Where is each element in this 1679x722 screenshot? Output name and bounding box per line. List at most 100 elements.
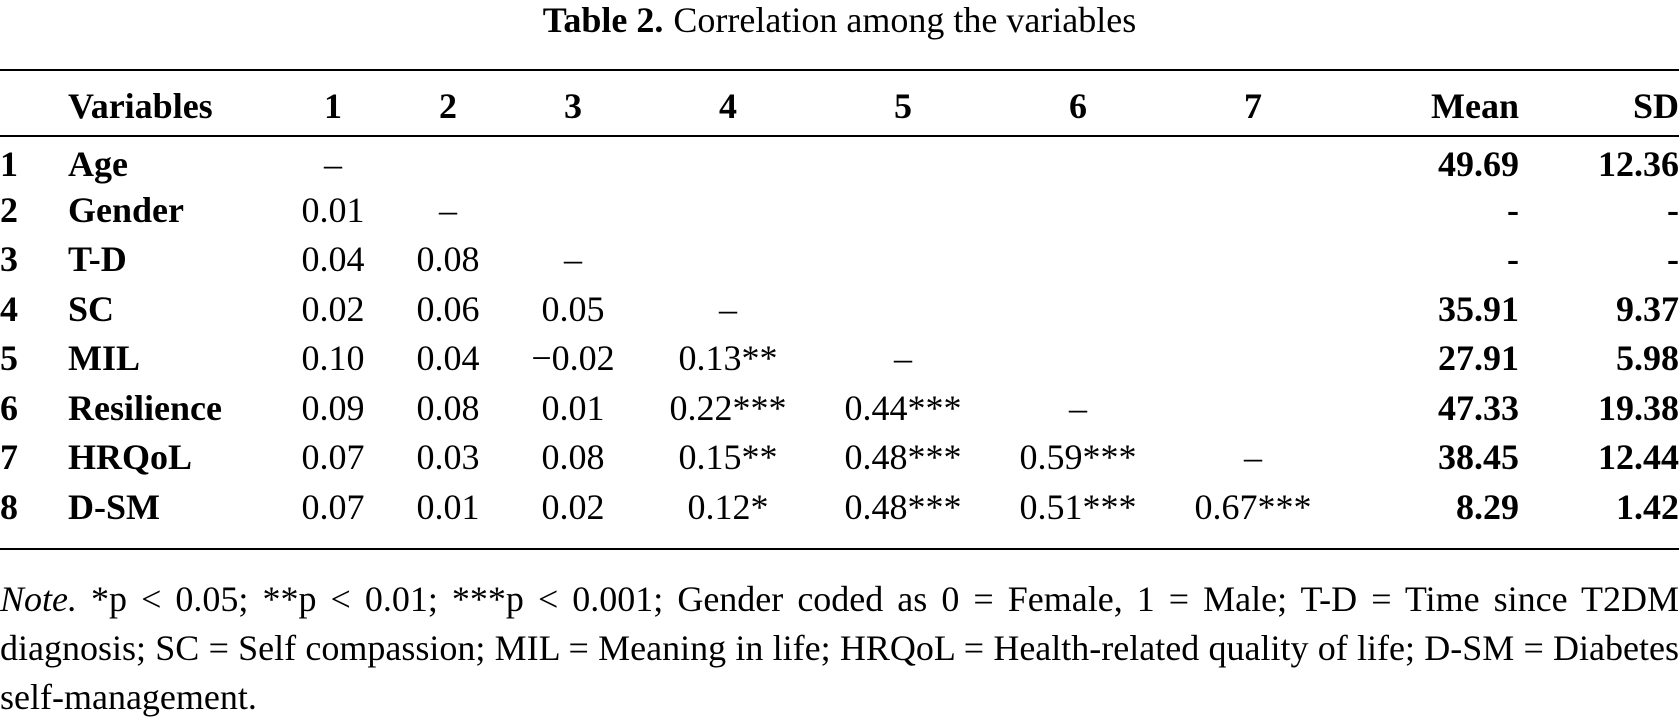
correlation-cell: 0.01	[416, 486, 480, 527]
correlation-cell: −0.02	[531, 338, 615, 379]
row-number: 5	[0, 338, 18, 379]
sd-cell: 9.37	[1616, 288, 1679, 329]
row-number: 3	[0, 239, 18, 280]
correlation-cell: 0.04	[301, 239, 365, 280]
correlation-cell: 0.08	[416, 387, 480, 428]
correlation-cell: 0.10	[301, 338, 365, 379]
table-row: 1 Age – 49.69 12.36	[0, 135, 1679, 185]
correlation-cell	[513, 135, 633, 185]
correlation-cell	[983, 235, 1173, 285]
sd-cell: -	[1667, 189, 1679, 230]
mean-cell: 47.33	[1438, 387, 1519, 428]
correlation-cell: –	[894, 338, 912, 379]
header-cell: 5	[894, 86, 912, 126]
correlation-cell	[983, 284, 1173, 334]
correlation-cell: 0.13**	[678, 338, 778, 379]
correlation-cell	[1173, 135, 1333, 185]
table-note: Note. *p < 0.05; **p < 0.01; ***p < 0.00…	[0, 575, 1679, 722]
correlation-cell: 0.07	[301, 486, 365, 527]
table-row: 2 Gender 0.01 – - -	[0, 185, 1679, 235]
table-row: 4 SC 0.02 0.06 0.05 – 35.91 9.37	[0, 284, 1679, 334]
correlation-cell	[983, 135, 1173, 185]
table-header-row: Variables 1 2 3 4 5 6 7 Mean SD	[0, 77, 1679, 135]
correlation-cell: 0.05	[541, 288, 605, 329]
correlation-cell: 0.03	[416, 437, 480, 478]
correlation-cell	[1173, 235, 1333, 285]
table-title-label: Table 2.	[542, 0, 664, 40]
correlation-cell	[983, 185, 1173, 235]
correlation-cell: 0.12*	[687, 486, 769, 527]
table-bottom-rule	[0, 548, 1679, 550]
variable-name: D-SM	[68, 486, 160, 527]
variable-name: Age	[68, 144, 128, 184]
variable-name: SC	[68, 288, 115, 329]
row-number: 2	[0, 189, 18, 230]
correlation-cell: 0.01	[301, 189, 365, 230]
correlation-cell: –	[719, 288, 737, 329]
table-row: 8 D-SM 0.07 0.01 0.02 0.12* 0.48*** 0.51*** 0.67…	[0, 482, 1679, 532]
correlation-cell: 0.48***	[844, 486, 962, 527]
correlation-cell	[823, 235, 983, 285]
correlation-cell: 0.59***	[1019, 437, 1137, 478]
mean-cell: -	[1507, 189, 1519, 230]
mean-cell: -	[1507, 239, 1519, 280]
table-row: 7 HRQoL 0.07 0.03 0.08 0.15** 0.48*** 0.59*** – 3…	[0, 433, 1679, 483]
header-cell: Mean	[1431, 86, 1519, 126]
correlation-cell	[633, 185, 823, 235]
header-cell: Variables	[68, 86, 213, 126]
correlation-cell: 0.08	[416, 239, 480, 280]
correlation-cell	[1173, 383, 1333, 433]
correlation-cell: –	[324, 144, 342, 184]
variable-name: HRQoL	[68, 437, 193, 478]
header-cell: 4	[719, 86, 737, 126]
correlation-cell: 0.44***	[844, 387, 962, 428]
sd-cell: 5.98	[1616, 338, 1679, 379]
header-cell	[0, 77, 68, 135]
table-header-rule	[0, 135, 1679, 137]
sd-cell: -	[1667, 239, 1679, 280]
correlation-cell: –	[1244, 437, 1262, 478]
correlation-cell: –	[564, 239, 582, 280]
sd-cell: 12.36	[1598, 144, 1679, 184]
correlation-cell: –	[1069, 387, 1087, 428]
correlation-table: Variables 1 2 3 4 5 6 7 Mean SD 1 Age –49.…	[0, 77, 1679, 532]
correlation-cell	[823, 284, 983, 334]
correlation-cell	[823, 185, 983, 235]
row-number: 4	[0, 288, 18, 329]
variable-name: Resilience	[68, 387, 222, 428]
correlation-cell: 0.51***	[1019, 486, 1137, 527]
header-cell: 3	[564, 86, 582, 126]
row-number: 1	[0, 144, 18, 184]
header-cell: 2	[439, 86, 457, 126]
sd-cell: 19.38	[1598, 387, 1679, 428]
correlation-cell: 0.22***	[669, 387, 787, 428]
table-title: Table 2. Correlation among the variables	[0, 0, 1679, 40]
variable-name: T-D	[68, 239, 127, 280]
correlation-cell	[1173, 185, 1333, 235]
header-cell: 6	[1069, 86, 1087, 126]
correlation-cell	[1173, 284, 1333, 334]
header-cell: 7	[1244, 86, 1262, 126]
correlation-cell	[633, 135, 823, 185]
correlation-cell: 0.07	[301, 437, 365, 478]
correlation-cell: 0.08	[541, 437, 605, 478]
variable-name: MIL	[68, 338, 140, 379]
correlation-cell	[983, 334, 1173, 384]
mean-cell: 49.69	[1438, 144, 1519, 184]
table-row: 6 Resilience 0.09 0.08 0.01 0.22*** 0.44*** – 47…	[0, 383, 1679, 433]
sd-cell: 1.42	[1616, 486, 1679, 527]
correlation-cell: 0.01	[541, 387, 605, 428]
table-title-text: Correlation among the variables	[673, 0, 1137, 40]
variable-name: Gender	[68, 189, 184, 230]
header-cell: SD	[1632, 86, 1679, 126]
correlation-cell: 0.67***	[1194, 486, 1312, 527]
correlation-cell: 0.02	[301, 288, 365, 329]
correlation-cell: 0.09	[301, 387, 365, 428]
correlation-cell	[1173, 334, 1333, 384]
mean-cell: 8.29	[1456, 486, 1519, 527]
sd-cell: 12.44	[1598, 437, 1679, 478]
correlation-cell	[383, 135, 513, 185]
correlation-cell	[633, 235, 823, 285]
mean-cell: 27.91	[1438, 338, 1519, 379]
correlation-cell: 0.02	[541, 486, 605, 527]
